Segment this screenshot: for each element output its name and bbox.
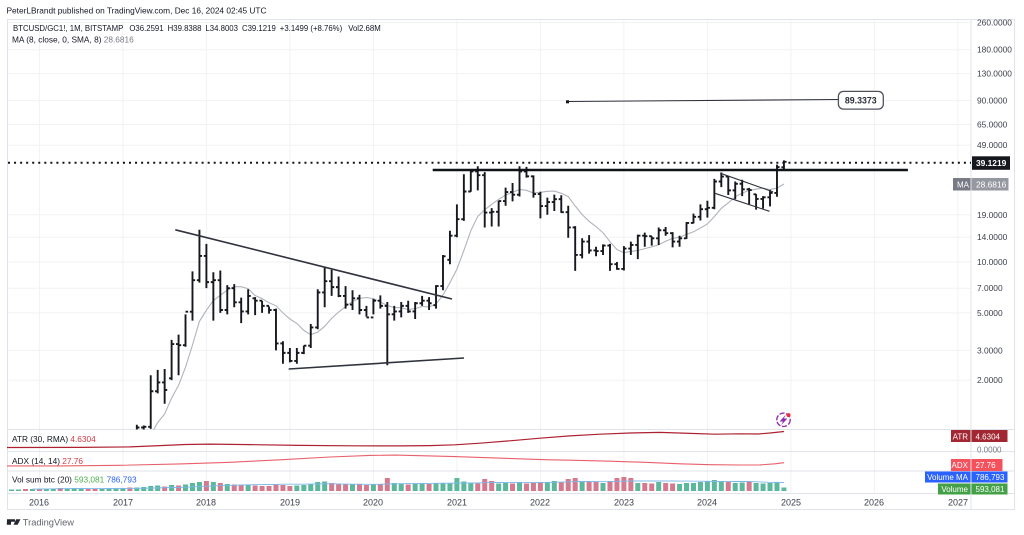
svg-text:5.0000: 5.0000 (977, 308, 1003, 318)
svg-text:PeterLBrandt published on Trad: PeterLBrandt published on TradingView.co… (7, 5, 267, 15)
svg-text:2024: 2024 (697, 498, 717, 508)
svg-text:130.0000: 130.0000 (977, 69, 1012, 79)
svg-text:2023: 2023 (614, 498, 634, 508)
svg-text:27.76: 27.76 (976, 461, 997, 470)
svg-text:49.0000: 49.0000 (977, 140, 1008, 150)
svg-text:2020: 2020 (363, 498, 383, 508)
svg-text:90.0000: 90.0000 (977, 96, 1008, 106)
svg-text:2017: 2017 (113, 498, 133, 508)
svg-text:2022: 2022 (530, 498, 550, 508)
svg-text:ADX: ADX (952, 461, 969, 470)
svg-text:ATR (30, RMA) 4.6304: ATR (30, RMA) 4.6304 (12, 434, 96, 444)
svg-text:Volume: Volume (941, 485, 968, 494)
svg-text:2.0000: 2.0000 (977, 375, 1003, 385)
svg-text:2021: 2021 (447, 498, 467, 508)
svg-text:19.0000: 19.0000 (977, 210, 1008, 220)
svg-text:786,793: 786,793 (976, 473, 1005, 482)
svg-text:0.0000: 0.0000 (977, 446, 1002, 455)
svg-text:4.6304: 4.6304 (976, 432, 1001, 441)
svg-text:10.0000: 10.0000 (977, 257, 1008, 267)
svg-text:Vol sum btc (20) 593,081 786,7: Vol sum btc (20) 593,081 786,793 (12, 474, 137, 484)
svg-text:2019: 2019 (280, 498, 300, 508)
svg-text:ADX (14, 14) 27.76: ADX (14, 14) 27.76 (12, 456, 83, 466)
svg-text:260.0000: 260.0000 (977, 18, 1012, 28)
svg-text:39.1219: 39.1219 (976, 158, 1007, 168)
svg-text:14.0000: 14.0000 (977, 232, 1008, 242)
svg-text:89.3373: 89.3373 (845, 96, 877, 106)
svg-text:ATR: ATR (953, 432, 969, 441)
svg-text:2016: 2016 (29, 498, 49, 508)
svg-text:65.0000: 65.0000 (977, 120, 1008, 130)
svg-text:MA: MA (957, 180, 970, 189)
svg-text:MA (8, close, 0, SMA, 8) 28.68: MA (8, close, 0, SMA, 8) 28.6816 (12, 35, 134, 45)
svg-text:2027: 2027 (948, 498, 968, 508)
svg-text:2026: 2026 (864, 498, 884, 508)
svg-text:2018: 2018 (196, 498, 216, 508)
svg-text:2025: 2025 (781, 498, 801, 508)
svg-text:Volume MA: Volume MA (927, 473, 969, 482)
svg-text:593,081: 593,081 (976, 485, 1005, 494)
svg-text:3.0000: 3.0000 (977, 345, 1003, 355)
svg-text:28.6816: 28.6816 (976, 179, 1007, 189)
svg-text:TradingView: TradingView (23, 518, 74, 528)
svg-text:180.0000: 180.0000 (977, 45, 1012, 55)
svg-text:7.0000: 7.0000 (977, 283, 1003, 293)
